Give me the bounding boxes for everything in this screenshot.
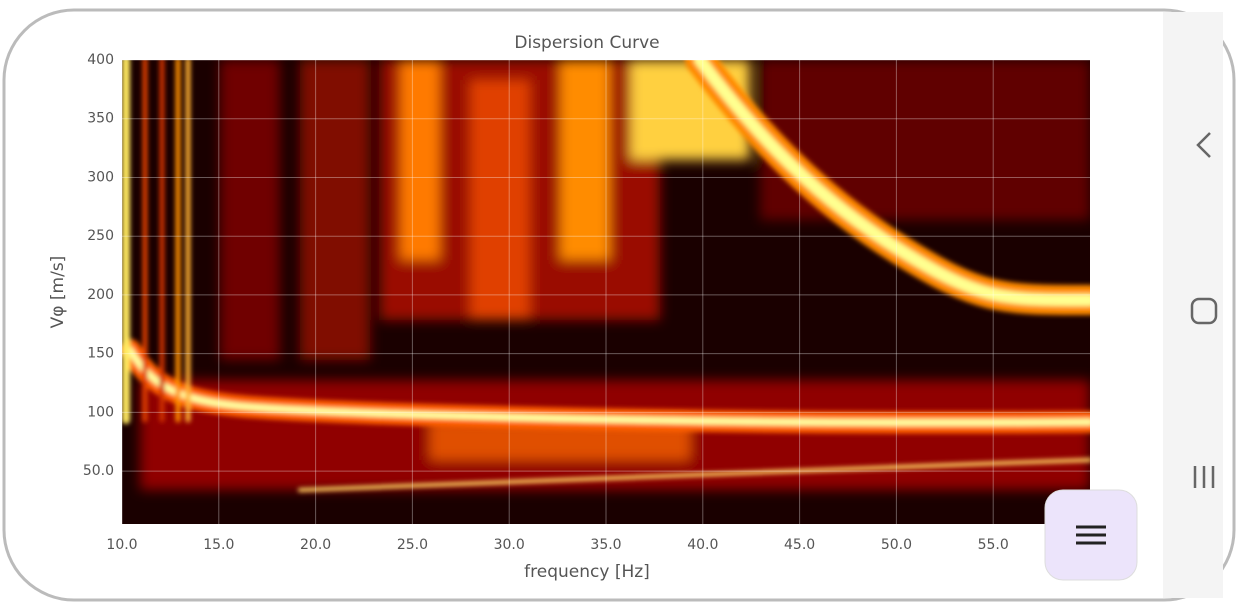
y-tick-label: 100	[87, 404, 114, 420]
y-tick-label: 150	[87, 346, 114, 362]
back-button[interactable]	[1196, 132, 1211, 158]
x-axis-label: frequency [Hz]	[524, 562, 650, 582]
y-tick-label: 350	[87, 111, 114, 127]
x-tick-label: 20.0	[300, 537, 331, 553]
x-tick-label: 15.0	[203, 537, 234, 553]
x-tick-label: 55.0	[978, 537, 1009, 553]
chart-title: Dispersion Curve	[514, 33, 659, 53]
x-tick-label: 30.0	[494, 537, 525, 553]
x-tick-label: 10.0	[106, 537, 137, 553]
heatmap	[122, 60, 1090, 524]
x-tick-label: 45.0	[784, 537, 815, 553]
y-tick-label: 300	[87, 169, 114, 185]
y-axis-label: Vφ [m/s]	[48, 256, 68, 329]
x-tick-label: 40.0	[687, 537, 718, 553]
y-tick-label: 250	[87, 228, 114, 244]
home-button[interactable]	[1190, 297, 1218, 325]
recents-button[interactable]	[1193, 466, 1215, 488]
y-tick-label: 200	[87, 287, 114, 303]
y-tick-label: 50.0	[83, 463, 114, 479]
x-tick-label: 35.0	[590, 537, 621, 553]
y-tick-label: 400	[87, 52, 114, 68]
menu-icon	[1076, 525, 1106, 545]
x-tick-label: 25.0	[397, 537, 428, 553]
x-tick-label: 50.0	[881, 537, 912, 553]
